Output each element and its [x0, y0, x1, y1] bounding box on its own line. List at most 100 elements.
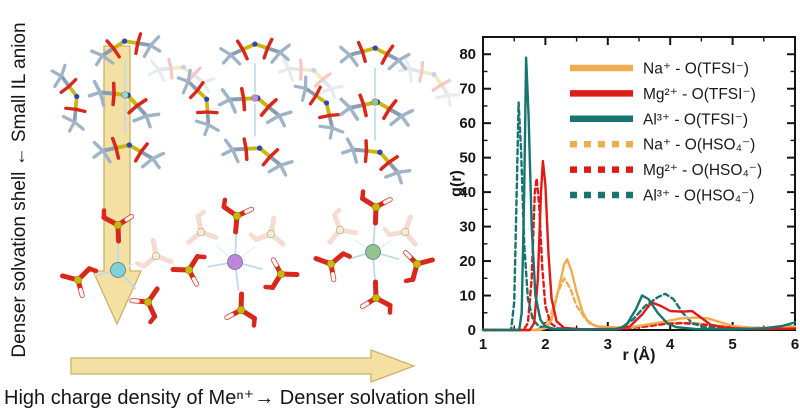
- hso4-anion: [327, 207, 359, 245]
- sulfur-atom: [371, 293, 381, 303]
- legend-entry-mg_tfsi: Mg²⁺ - O(TFSI⁻): [570, 86, 756, 103]
- x-tick-label: 6: [791, 336, 799, 353]
- hso4-anion: [60, 266, 99, 298]
- sulfur-atom: [232, 211, 242, 221]
- cation-atom: [110, 262, 126, 278]
- y-tick-label: 40: [459, 184, 476, 201]
- curve-na_tfsi: [481, 258, 797, 332]
- y-tick-label: 60: [459, 115, 476, 132]
- y-tick-label: 30: [459, 219, 476, 236]
- tfsi-anion: [176, 68, 220, 137]
- hso4-anion: [221, 197, 255, 235]
- hso4-anion: [101, 208, 135, 244]
- mg-hso4-cluster: [170, 197, 300, 328]
- hso4-anion: [248, 215, 286, 247]
- hso4-anion: [382, 214, 418, 247]
- y-tick-label: 20: [459, 253, 476, 270]
- mg-tfsi-cluster: [176, 37, 344, 177]
- legend-entry-mg_hso4: Mg²⁺ - O(HSO₄⁻): [570, 162, 762, 179]
- tfsi-anion: [221, 137, 294, 177]
- hso4-anion: [263, 257, 300, 291]
- sulfur-atom: [113, 220, 123, 230]
- tfsi-anion: [92, 136, 166, 170]
- x-tick-label: 3: [604, 336, 612, 353]
- na-hso4-cluster: [60, 208, 174, 325]
- x-tick-label: 4: [666, 336, 675, 353]
- sulfur-atom: [151, 251, 161, 261]
- y-tick-label: 10: [459, 288, 476, 305]
- down-arrow-shape: [92, 45, 142, 326]
- curve-al_tfsi: [481, 56, 797, 332]
- tfsi-anion: [339, 40, 411, 71]
- legend-label: Al³⁺ - O(HSO₄⁻): [643, 188, 754, 205]
- vertical-axis-label: Denser solvation shell ← Small IL anion: [9, 22, 30, 358]
- hso4-anion: [403, 250, 435, 284]
- legend-entry-na_tfsi: Na⁺ - O(TFSI⁻): [570, 61, 749, 78]
- sulfur-atom: [196, 227, 206, 237]
- na-tfsi-cluster: [50, 32, 216, 170]
- nitrogen-atom: [431, 71, 437, 78]
- hso4-anion: [135, 237, 174, 269]
- nitrogen-atom: [74, 93, 80, 100]
- tfsi-anion: [217, 86, 293, 128]
- hso4-anion: [170, 253, 207, 287]
- y-axis-title: g(r): [450, 170, 465, 197]
- sulfur-atom: [266, 229, 276, 239]
- nitrogen-atom: [377, 149, 383, 155]
- tfsi-anion: [398, 57, 460, 107]
- nitrogen-atom: [252, 41, 258, 47]
- sulfur-atom: [412, 259, 422, 269]
- sulfur-atom: [371, 202, 381, 212]
- sulfur-atom: [335, 225, 345, 235]
- nitrogen-atom: [372, 45, 378, 51]
- tfsi-anion: [50, 63, 87, 133]
- nitrogen-atom: [311, 67, 317, 73]
- legend-label: Na⁺ - O(TFSI⁻): [643, 61, 749, 78]
- nitrogen-atom: [121, 38, 128, 44]
- molecule-panel: [50, 32, 460, 328]
- tfsi-anion: [90, 32, 162, 67]
- y-tick-label: 50: [459, 150, 476, 167]
- x-tick-label: 5: [728, 336, 736, 353]
- hso4-anion: [186, 209, 219, 245]
- nitrogen-atom: [126, 142, 133, 148]
- hso4-anion: [129, 286, 160, 325]
- tfsi-anion: [87, 79, 161, 129]
- nitrogen-atom: [256, 145, 263, 151]
- sulfur-atom: [276, 269, 286, 279]
- legend-entry-al_hso4: Al³⁺ - O(HSO₄⁻): [570, 188, 754, 205]
- hso4-anion: [359, 189, 393, 226]
- down-arrow: [92, 45, 142, 326]
- sulfur-atom: [184, 265, 194, 275]
- sulfur-atom: [143, 297, 153, 307]
- right-arrow: [70, 349, 416, 383]
- nitrogen-atom: [180, 64, 187, 70]
- tfsi-anion: [340, 137, 412, 185]
- legend-label: Al³⁺ - O(TFSI⁻): [643, 111, 748, 128]
- sulfur-atom: [73, 275, 83, 285]
- y-tick-label: 70: [459, 81, 476, 98]
- al-hso4-cluster: [313, 189, 435, 315]
- tfsi-anion: [148, 57, 216, 93]
- legend-label: Mg²⁺ - O(TFSI⁻): [643, 86, 756, 103]
- cation-atom: [251, 94, 259, 102]
- x-tick-label: 1: [479, 336, 487, 353]
- x-tick-label: 2: [541, 336, 549, 353]
- nitrogen-atom: [204, 96, 210, 102]
- legend-label: Na⁺ - O(HSO₄⁻): [643, 137, 755, 154]
- cation-atom: [365, 244, 381, 260]
- tfsi-anion: [277, 57, 344, 100]
- y-tick-label: 0: [468, 322, 476, 339]
- sulfur-atom: [400, 227, 410, 237]
- legend-label: Mg²⁺ - O(HSO₄⁻): [643, 162, 762, 179]
- hso4-anion: [224, 291, 258, 328]
- hso4-anion: [313, 251, 352, 283]
- sulfur-atom: [326, 259, 336, 269]
- cation-atom: [121, 91, 129, 99]
- legend-entry-al_tfsi: Al³⁺ - O(TFSI⁻): [570, 111, 748, 128]
- nitrogen-atom: [323, 100, 330, 106]
- x-axis-title: r (Å): [623, 345, 656, 364]
- right-arrow-shape: [70, 349, 416, 383]
- tfsi-anion: [219, 37, 291, 66]
